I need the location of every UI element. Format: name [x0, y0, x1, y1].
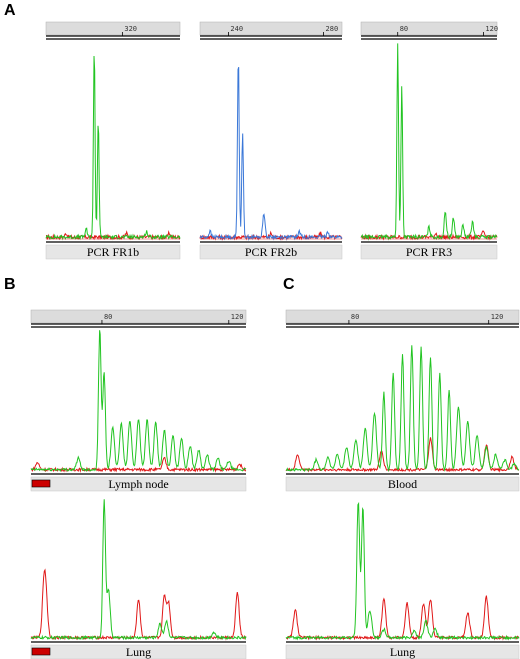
- panel-letter-b: B: [4, 276, 16, 293]
- panel-letter-a: A: [4, 2, 16, 19]
- a1-trace-green: [45, 55, 181, 241]
- c2-trace-red: [285, 595, 520, 641]
- b1-label: Lymph node: [108, 477, 168, 491]
- b1-scroll-marker: [31, 479, 51, 488]
- a2-label-bar: [199, 244, 343, 260]
- a3-label: PCR FR3: [406, 245, 452, 259]
- b2-scroll-marker: [31, 647, 51, 656]
- a2-tick-label-1: 280: [326, 25, 339, 33]
- b1-trace-green: [30, 330, 247, 473]
- a3-label-bar: [360, 244, 498, 260]
- c1-trace-red: [285, 437, 520, 473]
- c2-trace-green: [285, 501, 520, 641]
- b1-axis-bar: [30, 309, 247, 324]
- b1-tick-label-1: 120: [231, 313, 244, 321]
- a2-trace-blue: [199, 66, 343, 241]
- b2-trace-green: [30, 499, 247, 641]
- a3-axis-bar: [360, 21, 498, 36]
- c1-label: Blood: [388, 477, 417, 491]
- a2-tick-label-0: 240: [230, 25, 243, 33]
- a2-label: PCR FR2b: [245, 245, 297, 259]
- a3-tick-label-0: 80: [400, 25, 408, 33]
- a1-label-bar: [45, 244, 181, 260]
- c2-label-bar: [285, 644, 520, 659]
- c1-tick-label-0: 80: [351, 313, 359, 321]
- b1-tick-label-0: 80: [104, 313, 112, 321]
- c1-label-bar: [285, 476, 520, 492]
- a1-label: PCR FR1b: [87, 245, 139, 259]
- a1-axis-bar: [45, 21, 181, 36]
- b2-label: Lung: [126, 645, 151, 659]
- c1-axis-bar: [285, 309, 520, 324]
- b2-label-bar: [30, 644, 247, 659]
- c1-trace-green: [285, 345, 520, 473]
- a1-tick-label-0: 320: [124, 25, 137, 33]
- a3-trace-green: [360, 43, 498, 241]
- b2-trace-red: [30, 568, 247, 641]
- a2-axis-bar: [199, 21, 343, 36]
- b1-label-bar: [30, 476, 247, 492]
- c1-tick-label-1: 120: [491, 313, 504, 321]
- a3-tick-label-1: 120: [485, 25, 498, 33]
- c2-label: Lung: [390, 645, 415, 659]
- panel-letter-c: C: [283, 276, 295, 293]
